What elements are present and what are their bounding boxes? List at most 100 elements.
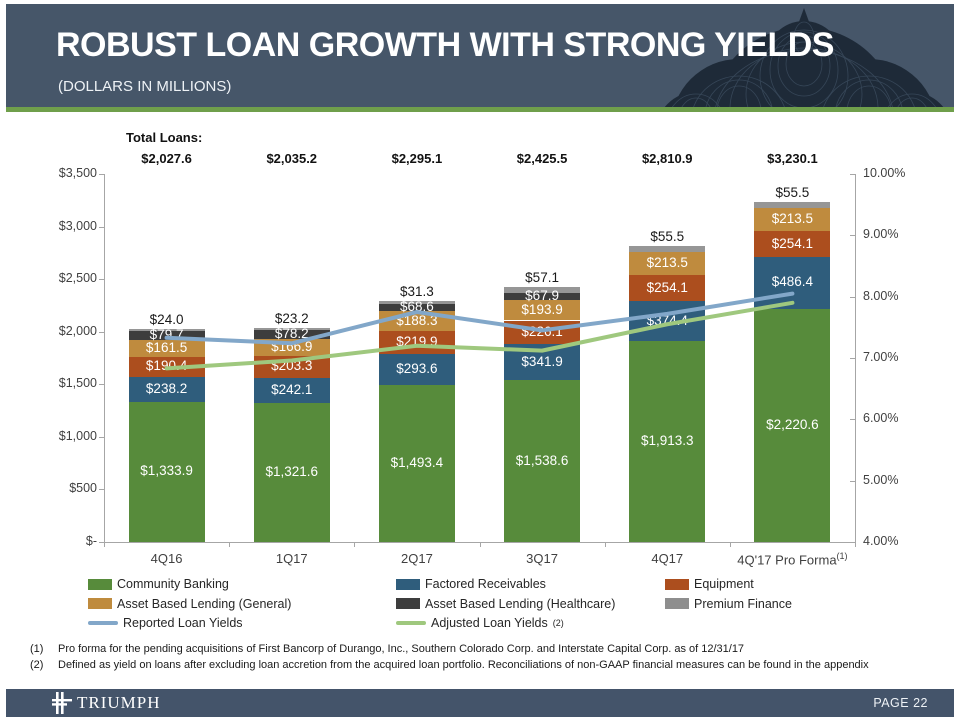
legend-item: Adjusted Loan Yields (2) <box>396 616 564 630</box>
bar-segment <box>629 252 706 275</box>
bar-segment-label: $188.3 <box>396 312 438 328</box>
bar-segment <box>128 376 205 402</box>
legend-item: Asset Based Lending (General) <box>88 597 291 611</box>
bar-segment-label: $341.9 <box>521 353 563 369</box>
x-axis-tick <box>104 542 105 547</box>
y-axis-tick <box>99 226 104 228</box>
bar-segment <box>253 403 330 542</box>
legend-swatch-patch <box>665 598 689 609</box>
x-axis-label-text: 4Q16 <box>150 551 183 566</box>
y-axis-tick <box>99 489 104 491</box>
bar-segment-label: $374.4 <box>646 312 688 328</box>
bar-segment-label: $55.5 <box>775 185 810 201</box>
right-axis-tick <box>850 174 855 175</box>
right-axis-label: 9.00% <box>863 227 899 242</box>
x-axis-label-text: 4Q'17 Pro Forma <box>737 552 837 568</box>
guilloche-ornament-icon <box>664 8 944 107</box>
legend-label: Asset Based Lending (General) <box>117 596 292 611</box>
bar-segment-label: $23.2 <box>274 311 309 326</box>
footnote-1: (1) Pro forma for the pending acquisition… <box>30 643 869 655</box>
footnote-2-text: Defined as yield on loans after excludin… <box>58 659 869 671</box>
right-axis-line <box>855 174 856 543</box>
bar-segment-label: $55.5 <box>650 229 685 245</box>
x-axis-label: 1Q17 <box>227 551 357 566</box>
page-subtitle: (DOLLARS IN MILLIONS) <box>58 78 232 95</box>
bar-segment <box>754 208 831 231</box>
total-loans-value: $2,810.9 <box>641 151 693 166</box>
loan-growth-chart: Total Loans: $3,500 $3,000 $2,500 $2,000 $1,… <box>0 112 960 582</box>
bar-segment-label: $1,493.4 <box>390 454 444 470</box>
x-axis-tick <box>604 542 606 547</box>
bar-segment-label: $242.1 <box>271 381 313 397</box>
bar-segment-label: $193.9 <box>521 301 563 317</box>
bar-segment <box>378 384 455 542</box>
bar-segment-label: $79.7 <box>149 327 184 342</box>
total-loans-value: $2,035.2 <box>266 151 318 166</box>
bar-segment-label: $57.1 <box>525 269 559 285</box>
x-axis-tick <box>479 542 481 547</box>
right-axis-tick <box>850 358 855 359</box>
x-axis-tick <box>354 542 356 547</box>
y-axis-tick <box>99 174 104 175</box>
page-title: ROBUST LOAN GROWTH WITH STRONG YIELDS <box>56 26 834 64</box>
y-axis-label: $3,500 <box>58 166 97 180</box>
category-footnote-marker: (1) <box>836 551 848 561</box>
x-axis-label: 4Q'17 Pro Forma(1) <box>727 551 857 567</box>
bar-segment-label: $1,913.3 <box>640 432 694 448</box>
bar-segment-label: $293.6 <box>396 361 438 377</box>
bar-segment <box>754 202 831 209</box>
right-axis-tick <box>850 296 855 298</box>
x-axis-label: 4Q16 <box>102 551 232 566</box>
y-axis-tick <box>99 331 104 333</box>
y-axis-tick <box>99 384 104 386</box>
y-axis-line <box>104 174 105 543</box>
bar-segment-label: $190.4 <box>145 358 188 374</box>
footnotes: (1) Pro forma for the pending acquisition… <box>30 643 869 675</box>
bar-segment-label: $219.9 <box>396 334 438 350</box>
bar-segment-label: $1,538.6 <box>515 452 569 468</box>
total-loans-label: Total Loans: <box>126 130 203 145</box>
bar-segment-label: $68.6 <box>400 299 434 315</box>
total-loans-value: $2,425.5 <box>516 151 568 166</box>
slide-footer: TRIUMPH PAGE 22 <box>6 689 954 717</box>
bar-segment-label: $254.1 <box>771 235 814 251</box>
footnote-2: (2) Defined as yield on loans after exclu… <box>30 659 869 671</box>
right-axis-tick <box>850 542 855 543</box>
triumph-logo: TRIUMPH <box>52 692 161 714</box>
footnote-1-marker: (1) <box>30 643 44 655</box>
y-axis-tick <box>99 436 104 438</box>
x-axis-label-text: 2Q17 <box>401 551 433 566</box>
footnote-1-text: Pro forma for the pending acquisitions o… <box>58 643 745 655</box>
bar-segment <box>504 286 581 293</box>
bar-segment-label: $226.1 <box>521 323 563 339</box>
x-axis-label-text: 4Q17 <box>651 551 684 566</box>
x-axis-label-text: 3Q17 <box>526 551 558 566</box>
bar-segment-label: $213.5 <box>646 255 688 271</box>
legend-label: Reported Loan Yields <box>123 616 243 630</box>
right-axis-label: 6.00% <box>863 411 899 426</box>
x-axis-label: 2Q17 <box>352 551 482 566</box>
brand-name: TRIUMPH <box>77 693 161 712</box>
total-loans-value: $3,230.1 <box>767 151 818 166</box>
footnote-2-marker: (2) <box>30 659 44 671</box>
legend-swatch-patch <box>88 598 112 609</box>
y-axis-tick <box>99 542 104 543</box>
triumph-cross-icon <box>52 692 72 714</box>
green-accent-strip <box>6 107 954 112</box>
bar-segment <box>629 246 706 253</box>
x-axis-tick <box>855 542 856 547</box>
total-loans-value: $2,027.6 <box>141 151 192 166</box>
y-axis-label: $2,500 <box>58 271 97 286</box>
bar-segment-label: $2,220.6 <box>766 416 819 432</box>
bar-segment <box>754 230 831 258</box>
legend-label: Premium Finance <box>694 596 792 611</box>
bar-segment-label: $1,321.6 <box>265 464 319 480</box>
legend-item: Premium Finance <box>665 597 792 611</box>
legend-item: Asset Based Lending (Healthcare) <box>396 597 615 611</box>
bar-segment-label: $166.9 <box>271 338 313 354</box>
bar-segment-label: $24.0 <box>149 311 184 327</box>
right-axis-label: 10.00% <box>863 166 906 180</box>
right-axis-label: 8.00% <box>863 288 899 303</box>
legend-label: Asset Based Lending (Healthcare) <box>425 596 616 611</box>
